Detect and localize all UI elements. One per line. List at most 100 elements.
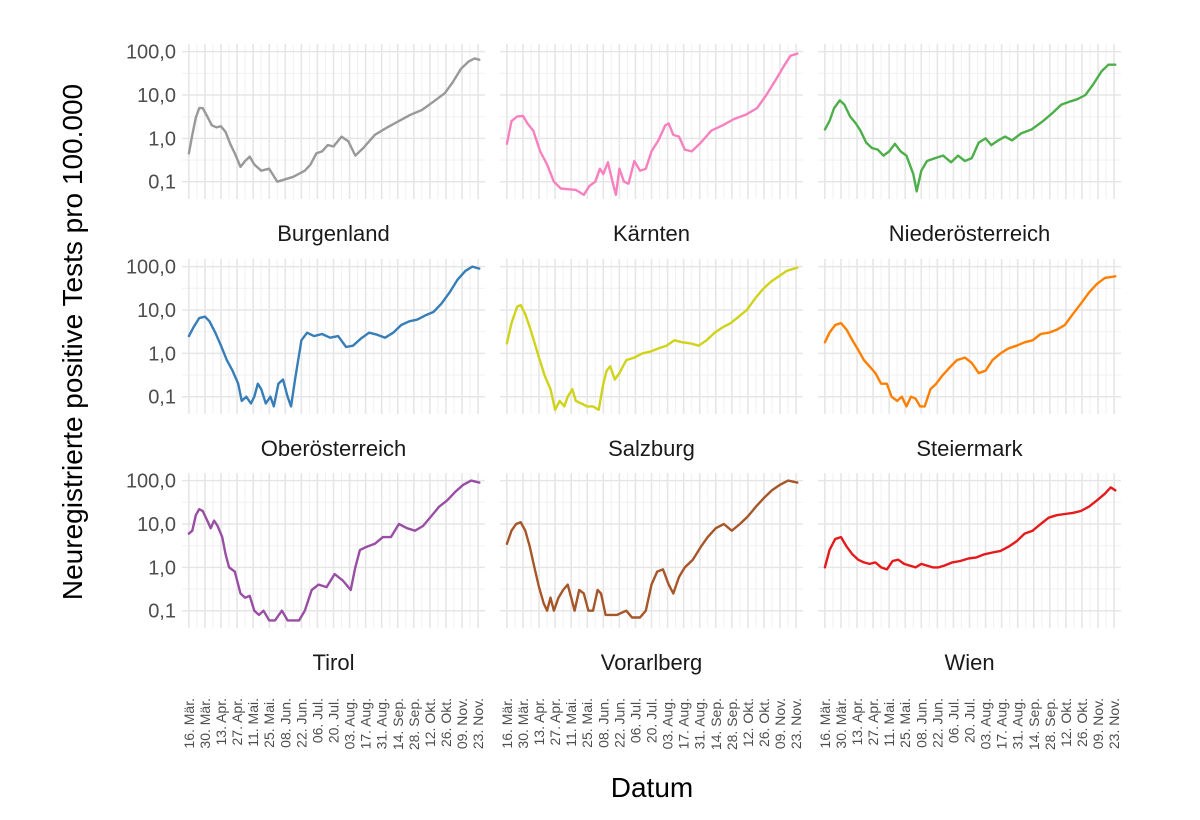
facet-label: Oberösterreich bbox=[261, 436, 407, 461]
panel-Burgenland: Burgenland bbox=[182, 44, 485, 246]
x-tick-label: 30. Mär. bbox=[197, 698, 213, 749]
x-tick-label: 09. Nov. bbox=[772, 698, 788, 749]
x-tick-label: 20. Jul. bbox=[962, 698, 978, 743]
panel-Kärnten: Kärnten bbox=[500, 44, 803, 246]
series-line-Tirol bbox=[187, 479, 481, 622]
facet-label: Burgenland bbox=[277, 221, 390, 246]
x-tick-label: 06. Jul. bbox=[627, 698, 643, 743]
y-tick-label: 1,0 bbox=[148, 557, 176, 579]
facet-label: Steiermark bbox=[916, 436, 1023, 461]
facet-label: Vorarlberg bbox=[601, 650, 703, 675]
y-tick-label: 100,0 bbox=[126, 42, 176, 64]
y-tick-label: 1,0 bbox=[148, 343, 176, 365]
panel-Tirol: Tirol bbox=[182, 473, 485, 675]
y-tick-label: 10,0 bbox=[137, 300, 176, 322]
x-tick-label: 14. Sep. bbox=[390, 698, 406, 750]
y-tick-label: 10,0 bbox=[137, 85, 176, 107]
y-tick-label: 0,1 bbox=[148, 601, 176, 623]
y-tick-label: 1,0 bbox=[148, 128, 176, 150]
x-tick-label: 27. Apr. bbox=[229, 698, 245, 745]
facet-label: Niederösterreich bbox=[889, 221, 1050, 246]
x-tick-label: 30. Mär. bbox=[833, 698, 849, 749]
series-line-Steiermark bbox=[823, 275, 1117, 408]
x-tick-label: 11. Mai. bbox=[563, 698, 579, 747]
series-line-Niederösterreich bbox=[823, 63, 1117, 193]
x-tick-label: 03. Aug. bbox=[660, 698, 676, 749]
x-tick-labels: 16. Mär. 30. Mär. 13. Apr. 27. Apr. 11. Mai.… bbox=[181, 698, 1122, 750]
x-tick-label: 11. Mai. bbox=[245, 698, 261, 747]
facet-label: Salzburg bbox=[608, 436, 695, 461]
series-line-Oberösterreich bbox=[187, 265, 481, 408]
x-tick-label: 03. Aug. bbox=[978, 698, 994, 749]
x-tick-label: 22. Jun. bbox=[611, 698, 627, 748]
x-tick-label: 28. Sep. bbox=[1042, 698, 1058, 750]
x-tick-label: 30. Mär. bbox=[515, 698, 531, 749]
series-line-Vorarlberg bbox=[505, 479, 799, 619]
x-tick-label: 09. Nov. bbox=[1090, 698, 1106, 749]
x-tick-label: 27. Apr. bbox=[547, 698, 563, 745]
y-tick-label: 0,1 bbox=[148, 172, 176, 194]
series-line-Kärnten bbox=[505, 52, 799, 196]
facet-label: Tirol bbox=[313, 650, 355, 675]
x-tick-label: 23. Nov. bbox=[470, 698, 486, 749]
x-tick-label: 23. Nov. bbox=[1106, 698, 1122, 749]
x-tick-label: 22. Jun. bbox=[293, 698, 309, 748]
panels: Burgenland Kärnten Niederösterreich Oberöst… bbox=[182, 44, 1121, 675]
x-tick-label: 28. Sep. bbox=[406, 698, 422, 750]
x-tick-label: 13. Apr. bbox=[531, 698, 547, 745]
x-tick-label: 23. Nov. bbox=[788, 698, 804, 749]
x-tick-label: 20. Jul. bbox=[326, 698, 342, 743]
x-tick-label: 20. Jul. bbox=[644, 698, 660, 743]
x-tick-label: 17. Aug. bbox=[358, 698, 374, 749]
x-tick-label: 25. Mai. bbox=[261, 698, 277, 748]
x-tick-label: 16. Mär. bbox=[499, 698, 515, 749]
x-tick-label: 13. Apr. bbox=[213, 698, 229, 745]
x-tick-label: 25. Mai. bbox=[579, 698, 595, 748]
series-line-Burgenland bbox=[187, 57, 481, 183]
x-tick-label: 03. Aug. bbox=[342, 698, 358, 749]
x-tick-label: 27. Apr. bbox=[865, 698, 881, 745]
x-tick-label: 31. Aug. bbox=[374, 698, 390, 749]
x-tick-label: 26. Okt. bbox=[756, 698, 772, 747]
x-tick-label: 14. Sep. bbox=[708, 698, 724, 750]
x-tick-label: 09. Nov. bbox=[454, 698, 470, 749]
x-tick-label: 08. Jun. bbox=[277, 698, 293, 748]
x-tick-label: 12. Okt. bbox=[422, 698, 438, 747]
x-tick-label: 28. Sep. bbox=[724, 698, 740, 750]
x-tick-label: 31. Aug. bbox=[1010, 698, 1026, 749]
panel-Oberösterreich: Oberösterreich bbox=[182, 259, 485, 461]
x-tick-label: 16. Mär. bbox=[817, 698, 833, 749]
y-tick-label: 100,0 bbox=[126, 257, 176, 279]
x-tick-label: 12. Okt. bbox=[1058, 698, 1074, 747]
series-line-Wien bbox=[823, 486, 1117, 571]
panel-Steiermark: Steiermark bbox=[818, 259, 1121, 461]
y-tick-label: 10,0 bbox=[137, 514, 176, 536]
x-tick-label: 22. Jun. bbox=[929, 698, 945, 748]
series-line-Salzburg bbox=[505, 266, 799, 411]
y-tick-label: 100,0 bbox=[126, 471, 176, 493]
x-tick-label: 16. Mär. bbox=[181, 698, 197, 749]
x-tick-label: 17. Aug. bbox=[994, 698, 1010, 749]
x-tick-label: 26. Okt. bbox=[1074, 698, 1090, 747]
x-tick-label: 17. Aug. bbox=[676, 698, 692, 749]
x-tick-label: 26. Okt. bbox=[438, 698, 454, 747]
x-tick-label: 31. Aug. bbox=[692, 698, 708, 749]
x-tick-label: 06. Jul. bbox=[945, 698, 961, 743]
panel-Wien: Wien bbox=[818, 473, 1121, 675]
x-tick-label: 25. Mai. bbox=[897, 698, 913, 748]
y-axis-title: Neuregistrierte positive Tests pro 100.0… bbox=[57, 84, 88, 600]
x-tick-label: 06. Jul. bbox=[309, 698, 325, 743]
panel-Vorarlberg: Vorarlberg bbox=[500, 473, 803, 675]
panel-Niederösterreich: Niederösterreich bbox=[818, 44, 1121, 246]
x-tick-label: 12. Okt. bbox=[740, 698, 756, 747]
y-tick-labels: 0,1 1,0 10,0 100,0 0,1 1,0 10,0 100,0 0,1 1,0 10,0… bbox=[126, 42, 176, 623]
facet-label: Kärnten bbox=[613, 221, 690, 246]
y-tick-label: 0,1 bbox=[148, 387, 176, 409]
x-tick-label: 14. Sep. bbox=[1026, 698, 1042, 750]
x-tick-label: 13. Apr. bbox=[849, 698, 865, 745]
facet-label: Wien bbox=[944, 650, 994, 675]
x-axis-title: Datum bbox=[611, 772, 693, 803]
panel-Salzburg: Salzburg bbox=[500, 259, 803, 461]
x-tick-label: 11. Mai. bbox=[881, 698, 897, 747]
